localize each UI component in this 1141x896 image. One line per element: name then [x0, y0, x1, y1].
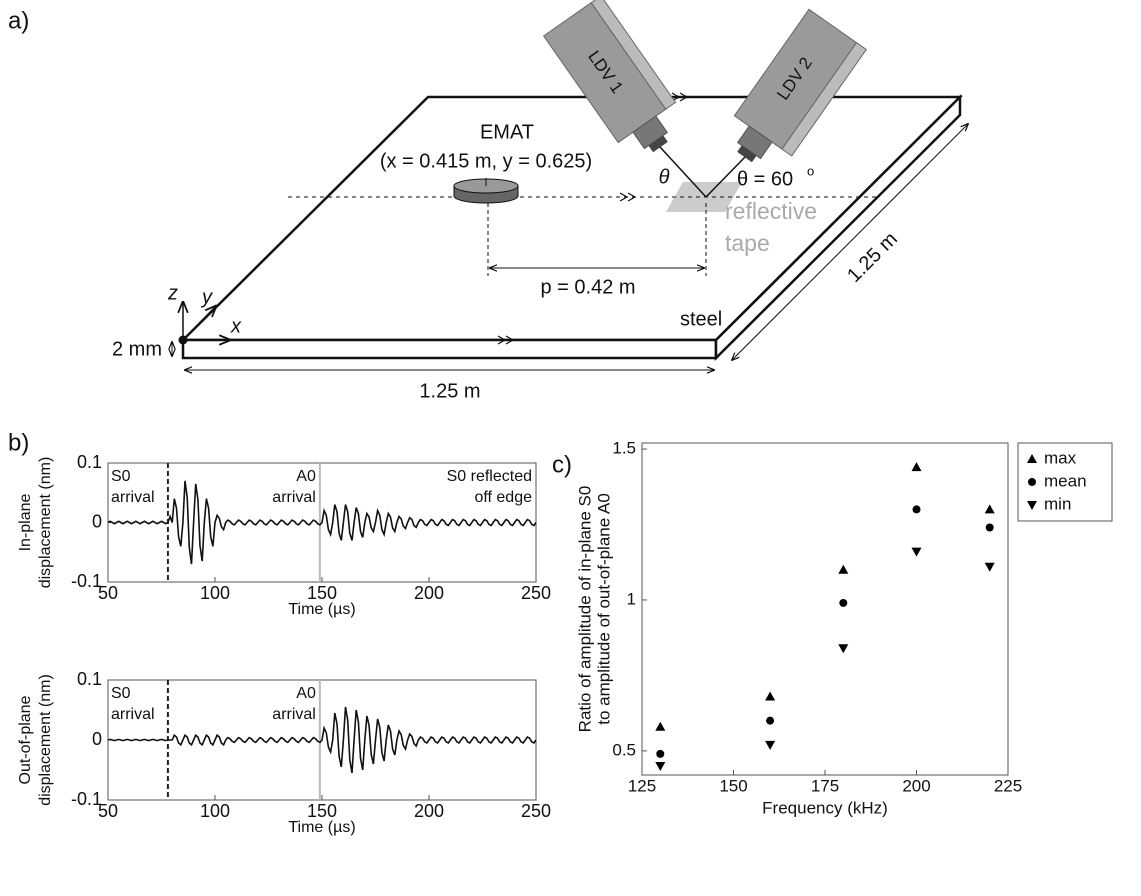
y-tick-label: 0.1: [77, 452, 102, 472]
marker: [655, 761, 666, 771]
x-tick-label: 225: [994, 776, 1022, 795]
annotation: off edge: [474, 489, 532, 506]
beam: [659, 146, 707, 198]
ldv-1: LDV 1: [542, 0, 677, 153]
marker: [911, 547, 922, 557]
y-tick-label: 0: [92, 729, 102, 749]
x-tick-label: 150: [307, 801, 337, 821]
annotation: S0: [111, 685, 131, 702]
marker: [984, 562, 995, 572]
theta: θ: [659, 166, 670, 188]
marker: [838, 644, 849, 654]
x-tick-label: 200: [414, 801, 444, 821]
y-axis-label: displacement (nm): [37, 674, 54, 806]
x-tick-label: 250: [521, 583, 551, 603]
width-label: 1.25 m: [419, 380, 480, 402]
panel-label: a): [8, 7, 29, 34]
theta-value: θ = 60: [737, 168, 793, 190]
thickness-label: 2 mm: [112, 338, 162, 360]
trace: [107, 706, 537, 774]
legend-label: max: [1044, 448, 1077, 467]
y-tick-label: 0.1: [77, 669, 102, 689]
annotation: arrival: [272, 706, 316, 723]
x-axis-label: Time (µs): [288, 819, 355, 836]
setup-diagram: LDV 1 LDV 2 EMAT (x = 0.415 m, y = 0.625…: [112, 0, 968, 402]
marker: [912, 505, 921, 514]
annotation: A0: [296, 468, 316, 485]
tape-label: reflective: [725, 198, 817, 224]
annotation: arrival: [272, 489, 316, 506]
marker: [985, 523, 994, 532]
y-axis-label: In-plane: [17, 493, 34, 551]
y-axis-label: displacement (nm): [37, 457, 54, 589]
parallel-marks: [497, 92, 689, 345]
x-tick-label: 200: [902, 776, 930, 795]
y-tick-label: 0.5: [612, 740, 636, 759]
x-tick-label: 150: [719, 776, 747, 795]
y-tick-label: 0: [92, 511, 102, 531]
y-axis-label: Ratio of amplitude of in-plane S0: [575, 486, 594, 733]
annotation: S0 reflected: [447, 468, 532, 485]
marker: [766, 716, 775, 725]
y-tick-label: -0.1: [71, 789, 102, 809]
depth-arrow: [732, 124, 968, 360]
plot-frame: [641, 442, 1009, 776]
panel-label: c): [552, 451, 572, 478]
trace: [107, 480, 537, 565]
annotation: arrival: [111, 706, 155, 723]
y-tick-label: 1.5: [612, 439, 636, 458]
axis-name: y: [200, 286, 213, 308]
marker: [838, 564, 849, 574]
marker: [765, 740, 776, 750]
x-tick-label: 125: [628, 776, 656, 795]
marker: [1027, 454, 1037, 463]
x-tick-label: 150: [307, 583, 337, 603]
x-tick-label: 175: [811, 776, 839, 795]
x-tick-label: 50: [98, 801, 118, 821]
y-axis: [182, 306, 216, 341]
y-axis-label: to amplitude of out-of-plane A0: [594, 493, 613, 725]
depth-label: 1.25 m: [843, 228, 902, 287]
emat-label: EMAT: [480, 121, 534, 143]
annotation: A0: [296, 685, 316, 702]
axis-name: z: [167, 282, 178, 304]
annotation: arrival: [111, 489, 155, 506]
annotation: S0: [111, 468, 131, 485]
marker: [1028, 478, 1036, 486]
x-tick-label: 100: [200, 583, 230, 603]
x-tick-label: 100: [200, 801, 230, 821]
panel-label: b): [8, 429, 29, 456]
spacing-label: p = 0.42 m: [540, 276, 635, 298]
plate-front: [181, 338, 718, 360]
legend-label: min: [1044, 494, 1071, 513]
marker: [839, 598, 848, 607]
marker: [655, 721, 666, 731]
y-tick-label: -0.1: [71, 571, 102, 591]
marker: [1027, 501, 1037, 510]
marker: [656, 749, 665, 758]
x-axis-label: Frequency (kHz): [762, 798, 888, 817]
theta-degree: o: [807, 163, 814, 178]
x-tick-label: 200: [414, 583, 444, 603]
tape-label: tape: [725, 230, 770, 256]
x-tick-label: 250: [521, 801, 551, 821]
material-label: steel: [680, 308, 722, 330]
marker: [911, 462, 922, 472]
y-tick-label: 1: [627, 589, 636, 608]
x-tick-label: 50: [98, 583, 118, 603]
marker: [984, 504, 995, 514]
legend-label: mean: [1044, 471, 1087, 490]
x-axis-label: Time (µs): [288, 601, 355, 618]
axis-name: x: [230, 315, 242, 337]
marker: [765, 691, 776, 701]
emat-position: (x = 0.415 m, y = 0.625): [380, 150, 592, 172]
y-axis-label: Out-of-plane: [17, 695, 34, 784]
